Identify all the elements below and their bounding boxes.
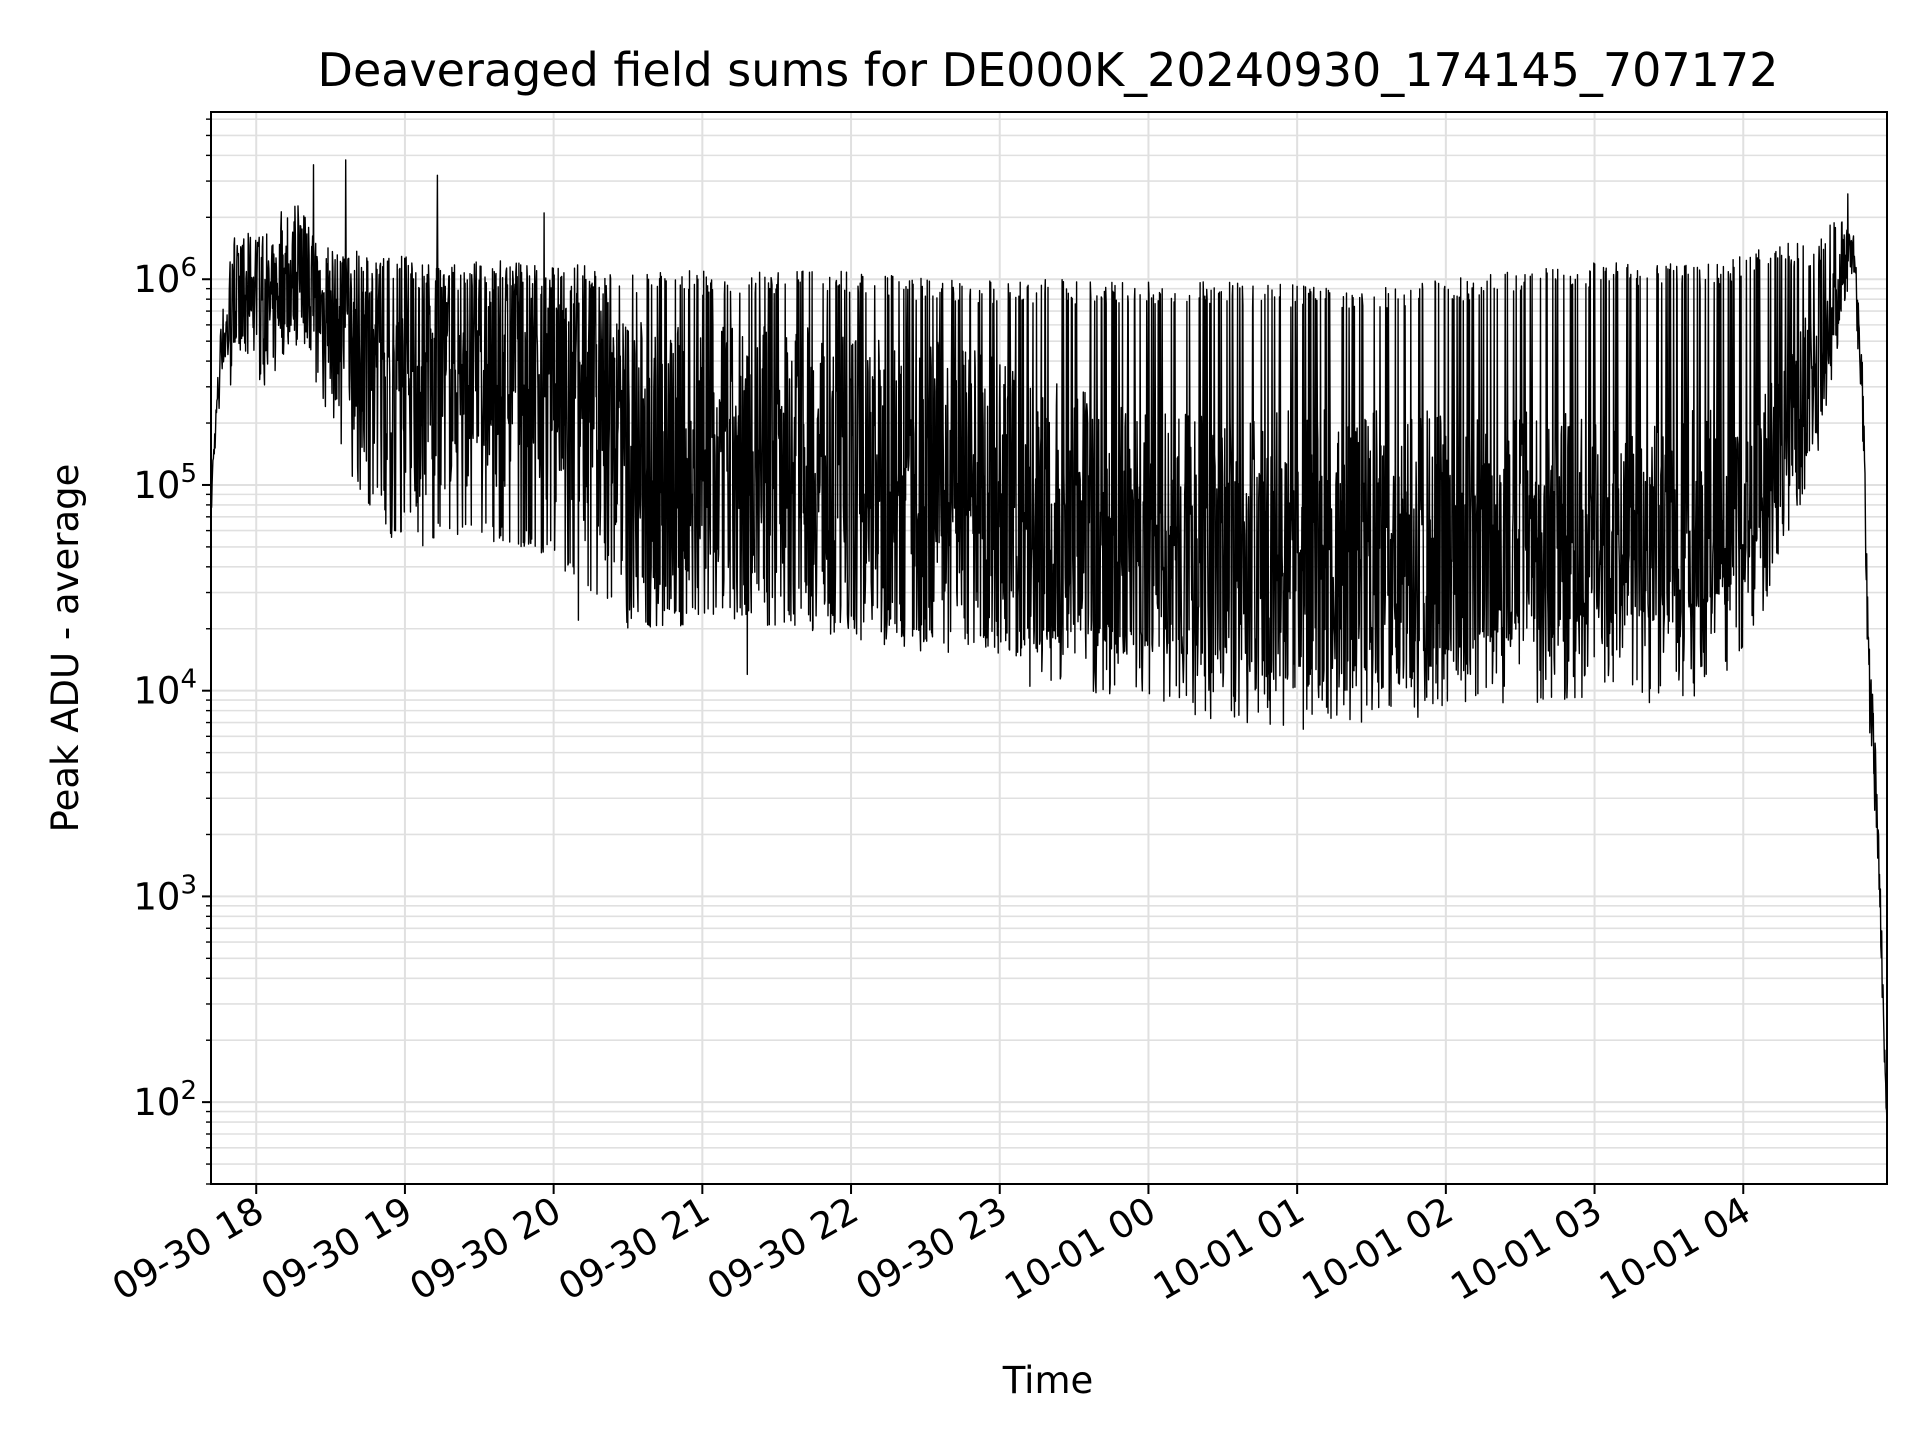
data-series-layer [210,159,1888,1130]
y-tick-label: 104 [133,665,197,713]
series-line-0 [210,159,1888,1130]
chart-title: Deaveraged field sums for DE000K_2024093… [318,43,1779,97]
y-tick-label: 105 [133,459,197,507]
y-tick-label: 103 [133,870,197,918]
plot-area-frame [210,111,1888,1185]
x-axis-label: Time [1002,1359,1094,1402]
y-axis-ticks: 102 103 104 105 106 [133,118,211,1185]
y-tick-label: 106 [133,253,197,301]
y-tick-label: 102 [133,1076,197,1124]
y-axis-label: Peak ADU - average [44,464,87,833]
